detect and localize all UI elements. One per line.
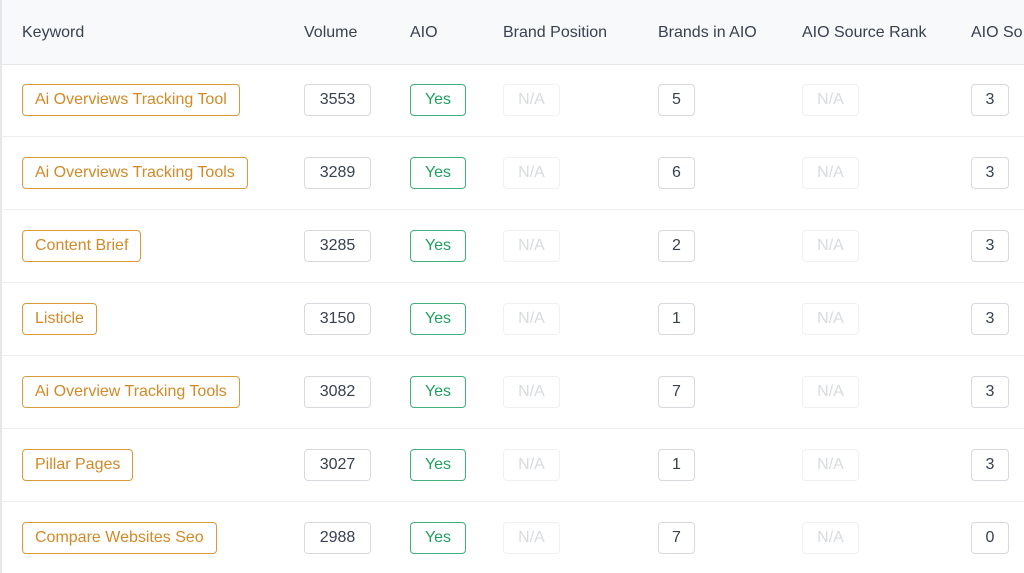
table-row: Content Brief 3285 Yes N/A 2 N/A 3 [2, 210, 1024, 283]
column-header-aio[interactable]: AIO [410, 24, 438, 41]
volume-value: 3027 [304, 449, 371, 481]
table-row: Pillar Pages 3027 Yes N/A 1 N/A 3 [2, 429, 1024, 502]
volume-value: 2988 [304, 522, 371, 554]
aio-source-rank-value: N/A [802, 376, 859, 408]
column-header-keyword[interactable]: Keyword [22, 24, 85, 41]
brand-position-value: N/A [503, 157, 560, 189]
brand-position-value: N/A [503, 449, 560, 481]
aio-badge: Yes [410, 449, 466, 481]
volume-value: 3289 [304, 157, 371, 189]
keyword-tag[interactable]: Listicle [22, 303, 97, 335]
column-header-brands-in-aio[interactable]: Brands in AIO [658, 24, 757, 41]
brand-position-value: N/A [503, 522, 560, 554]
aio-source-value: 3 [971, 230, 1009, 262]
table-row: Ai Overview Tracking Tools 3082 Yes N/A … [2, 356, 1024, 429]
aio-source-value: 0 [971, 522, 1009, 554]
brand-position-value: N/A [503, 303, 560, 335]
brand-position-value: N/A [503, 230, 560, 262]
brands-in-aio-value: 5 [658, 84, 695, 116]
aio-source-rank-value: N/A [802, 157, 859, 189]
aio-source-rank-value: N/A [802, 84, 859, 116]
aio-badge: Yes [410, 157, 466, 189]
aio-source-value: 3 [971, 449, 1009, 481]
aio-badge: Yes [410, 84, 466, 116]
table-row: Ai Overviews Tracking Tools 3289 Yes N/A… [2, 137, 1024, 210]
aio-source-rank-value: N/A [802, 230, 859, 262]
aio-source-value: 3 [971, 376, 1009, 408]
aio-source-rank-value: N/A [802, 303, 859, 335]
aio-source-rank-value: N/A [802, 522, 859, 554]
aio-badge: Yes [410, 376, 466, 408]
brands-in-aio-value: 2 [658, 230, 695, 262]
brands-in-aio-value: 7 [658, 376, 695, 408]
column-header-aio-source-rank[interactable]: AIO Source Rank [802, 24, 927, 41]
keyword-tag[interactable]: Ai Overviews Tracking Tools [22, 157, 248, 189]
column-header-aio-source[interactable]: AIO So [971, 24, 1023, 41]
brand-position-value: N/A [503, 376, 560, 408]
brand-position-value: N/A [503, 84, 560, 116]
table-row: Ai Overviews Tracking Tool 3553 Yes N/A … [2, 64, 1024, 137]
column-header-brand-position[interactable]: Brand Position [503, 24, 608, 41]
aio-badge: Yes [410, 303, 466, 335]
aio-badge: Yes [410, 230, 466, 262]
aio-source-value: 3 [971, 84, 1009, 116]
keyword-tag[interactable]: Content Brief [22, 230, 142, 262]
table-row: Listicle 3150 Yes N/A 1 N/A 3 [2, 283, 1024, 356]
aio-badge: Yes [410, 522, 466, 554]
volume-value: 3150 [304, 303, 371, 335]
column-header-volume[interactable]: Volume [304, 24, 358, 41]
table-header: Keyword Volume AIO Brand Position Brands… [2, 0, 1024, 65]
volume-value: 3553 [304, 84, 371, 116]
table-row: Compare Websites Seo 2988 Yes N/A 7 N/A … [2, 502, 1024, 573]
brands-in-aio-value: 7 [658, 522, 695, 554]
volume-value: 3082 [304, 376, 371, 408]
volume-value: 3285 [304, 230, 371, 262]
aio-source-value: 3 [971, 157, 1009, 189]
brands-in-aio-value: 1 [658, 303, 695, 335]
aio-source-value: 3 [971, 303, 1009, 335]
aio-source-rank-value: N/A [802, 449, 859, 481]
keyword-tag[interactable]: Compare Websites Seo [22, 522, 217, 554]
keyword-tag[interactable]: Ai Overview Tracking Tools [22, 376, 240, 408]
keyword-tag[interactable]: Pillar Pages [22, 449, 134, 481]
keyword-tag[interactable]: Ai Overviews Tracking Tool [22, 84, 240, 116]
brands-in-aio-value: 6 [658, 157, 695, 189]
brands-in-aio-value: 1 [658, 449, 695, 481]
